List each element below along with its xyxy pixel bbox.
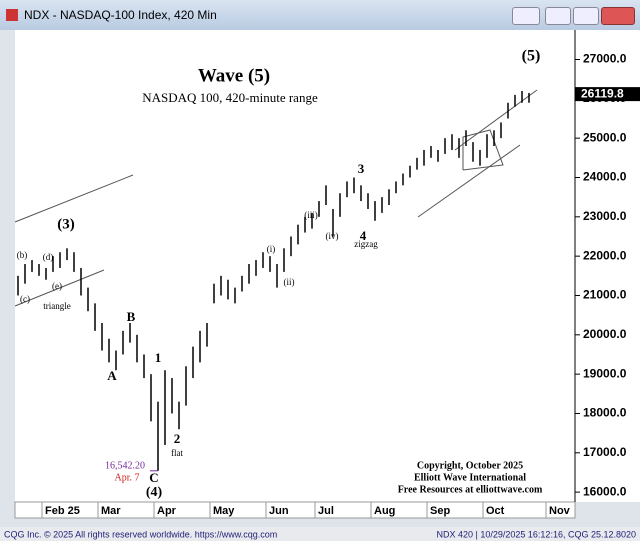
minimize-button[interactable] (545, 7, 571, 25)
wave-label: (i) (267, 244, 276, 254)
wave-label: triangle (43, 301, 71, 311)
y-tick-label: 22000.0 (583, 248, 627, 262)
wave-label: flat (171, 448, 183, 458)
wave-label: (c) (20, 294, 30, 304)
copyright: Free Resources at elliottwave.com (398, 484, 543, 495)
last-price-box (575, 87, 640, 102)
y-tick-label: 17000.0 (583, 445, 627, 459)
channel-line (417, 144, 521, 218)
wave-label: (d) (43, 252, 54, 262)
y-tick-label: 19000.0 (583, 366, 627, 380)
wave-label: (iii) (304, 210, 318, 220)
wave-label: (iv) (326, 231, 339, 241)
wave-label: (b) (17, 250, 28, 260)
maximize-button[interactable] (573, 7, 599, 25)
chart-subtitle: NASDAQ 100, 420-minute range (142, 90, 318, 105)
low-date: Apr. 7 (115, 472, 140, 483)
channel-line (14, 174, 134, 223)
close-button[interactable] (601, 7, 635, 25)
chart: Wave (5) NASDAQ 100, 420-minute range Co… (0, 30, 640, 541)
wave-label: B (127, 309, 136, 324)
copyright: Copyright, October 2025 (417, 460, 523, 471)
wave-label: (4) (146, 485, 163, 500)
low-label: 16,542.20 (105, 460, 145, 471)
plot-area (15, 30, 575, 502)
link-button[interactable] (512, 7, 540, 25)
y-tick-label: 20000.0 (583, 327, 627, 341)
wave-label: (5) (522, 48, 541, 65)
wave-label: C (149, 470, 158, 485)
wave-label: (3) (57, 216, 75, 232)
x-axis-area (14, 501, 576, 519)
y-tick-label: 16000.0 (583, 484, 627, 498)
app-icon (6, 9, 18, 21)
y-tick-label: 27000.0 (583, 52, 627, 66)
triangle-outline (462, 129, 504, 171)
chart-title: Wave (5) (198, 65, 270, 86)
wave-label: (e) (52, 281, 62, 291)
window-title: NDX - NASDAQ-100 Index, 420 Min (24, 8, 217, 22)
channel-line (454, 89, 538, 151)
status-left: CQG Inc. © 2025 All rights reserved worl… (4, 529, 277, 539)
copyright: Elliott Wave International (414, 472, 526, 483)
status-bar (0, 527, 640, 541)
wave-label: zigzag (354, 239, 378, 249)
x-tick-label: Jul (318, 505, 334, 517)
wave-label: 3 (358, 161, 365, 176)
y-tick-label: 23000.0 (583, 209, 627, 223)
wave-label: A (107, 368, 117, 383)
y-tick-label: 24000.0 (583, 170, 627, 184)
x-tick-label: Aug (374, 505, 395, 517)
x-tick-label: Jun (269, 505, 289, 517)
channel-line (14, 269, 105, 307)
y-tick-label: 25000.0 (583, 130, 627, 144)
wave-label: (ii) (284, 277, 295, 287)
x-tick-label: May (213, 505, 235, 517)
y-tick-label: 18000.0 (583, 406, 627, 420)
x-tick-label: Feb 25 (45, 505, 80, 517)
wave-label: 2 (174, 431, 181, 446)
wave-label: 1 (155, 350, 162, 365)
x-tick-label: Mar (101, 505, 121, 517)
y-tick-label: 21000.0 (583, 288, 627, 302)
x-tick-label: Oct (486, 505, 505, 517)
status-right: NDX 420 | 10/29/2025 16:12:16, CQG 25.12… (437, 529, 636, 539)
y-axis-area (575, 30, 640, 502)
x-tick-label: Sep (430, 505, 450, 517)
last-price: 26119.8 (581, 86, 624, 100)
x-tick-label: Nov (549, 505, 571, 517)
title-bar: NDX - NASDAQ-100 Index, 420 Min (0, 0, 640, 30)
x-tick-label: Apr (157, 505, 177, 517)
wave-label: 4 (360, 228, 367, 243)
